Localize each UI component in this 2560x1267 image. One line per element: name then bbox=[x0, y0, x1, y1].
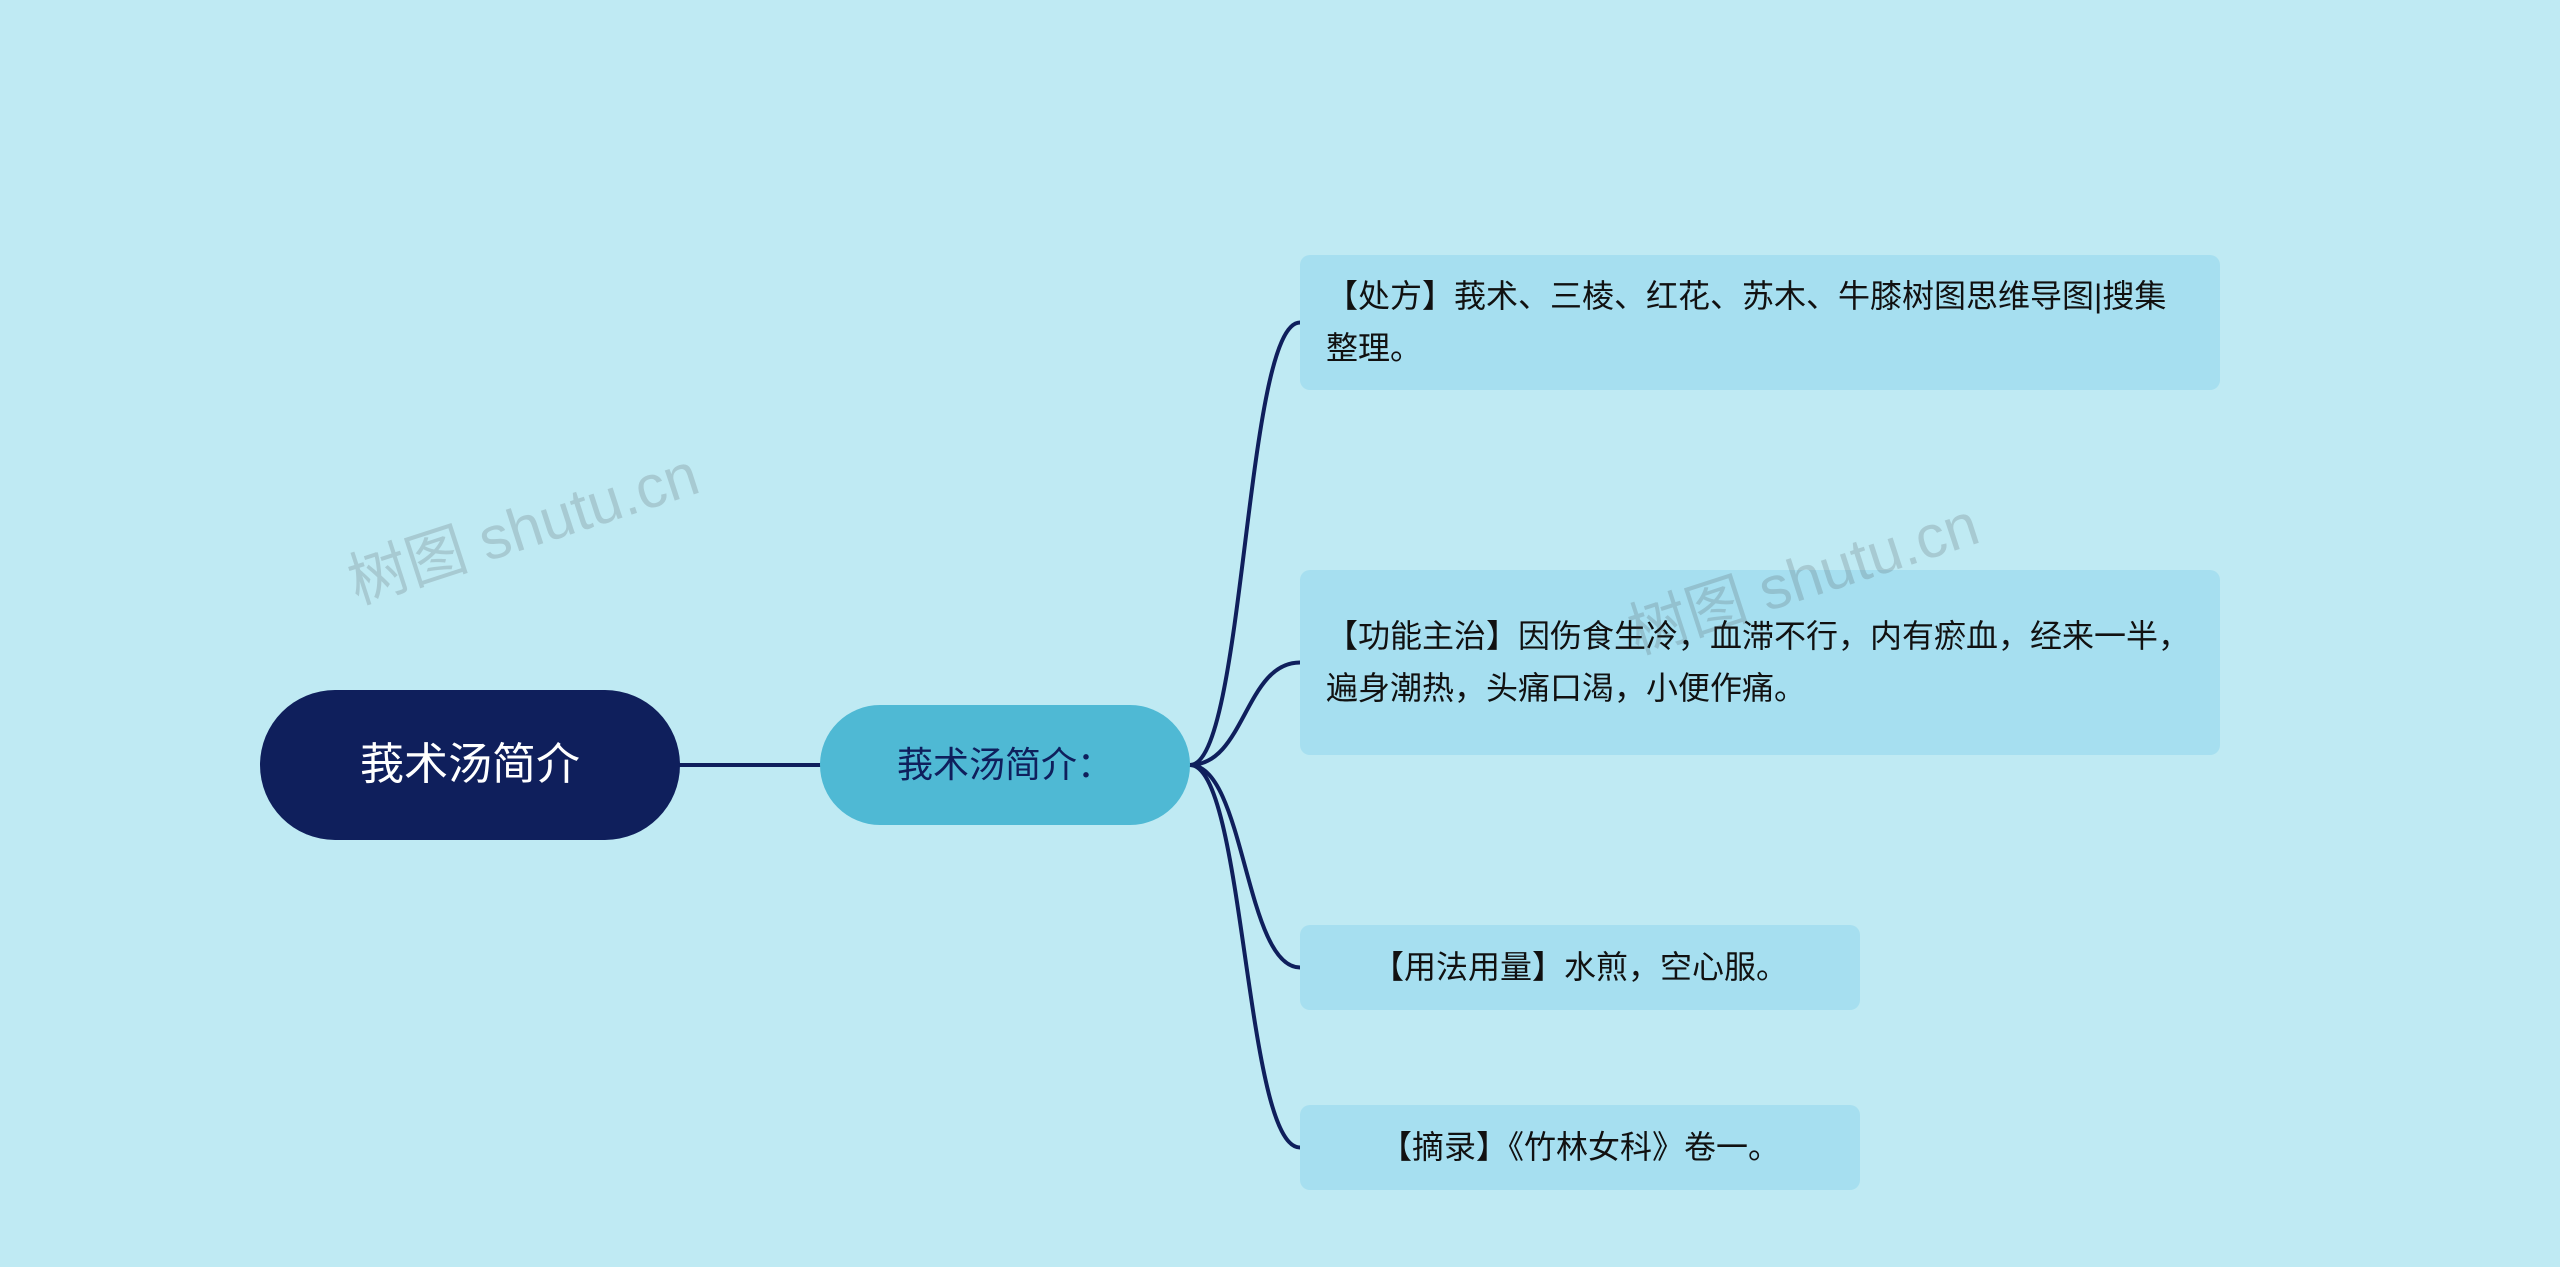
leaf-node-prescription[interactable]: 【处方】莪术、三棱、红花、苏木、牛膝树图思维导图|搜集整理。 bbox=[1300, 255, 2220, 390]
sub-node[interactable]: 莪术汤简介： bbox=[820, 705, 1190, 825]
leaf-node-indication[interactable]: 【功能主治】因伤食生冷，血滞不行，内有瘀血，经来一半，遍身潮热，头痛口渴，小便作… bbox=[1300, 570, 2220, 755]
leaf-label: 【处方】莪术、三棱、红花、苏木、牛膝树图思维导图|搜集整理。 bbox=[1326, 271, 2194, 373]
root-label: 莪术汤简介 bbox=[360, 730, 580, 800]
sub-label: 莪术汤简介： bbox=[897, 736, 1113, 794]
leaf-node-usage[interactable]: 【用法用量】水煎，空心服。 bbox=[1300, 925, 1860, 1010]
leaf-label: 【用法用量】水煎，空心服。 bbox=[1372, 942, 1788, 993]
leaf-label: 【功能主治】因伤食生冷，血滞不行，内有瘀血，经来一半，遍身潮热，头痛口渴，小便作… bbox=[1326, 611, 2194, 713]
leaf-node-source[interactable]: 【摘录】《竹林女科》卷一。 bbox=[1300, 1105, 1860, 1190]
mindmap-canvas: 莪术汤简介 莪术汤简介： 【处方】莪术、三棱、红花、苏木、牛膝树图思维导图|搜集… bbox=[0, 0, 2560, 1267]
leaf-label: 【摘录】《竹林女科》卷一。 bbox=[1380, 1122, 1780, 1173]
root-node[interactable]: 莪术汤简介 bbox=[260, 690, 680, 840]
watermark: 树图 shutu.cn bbox=[335, 426, 708, 621]
